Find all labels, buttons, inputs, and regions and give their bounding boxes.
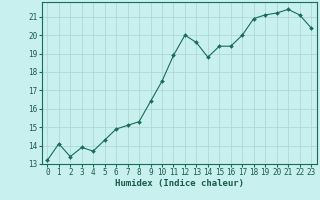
X-axis label: Humidex (Indice chaleur): Humidex (Indice chaleur) (115, 179, 244, 188)
